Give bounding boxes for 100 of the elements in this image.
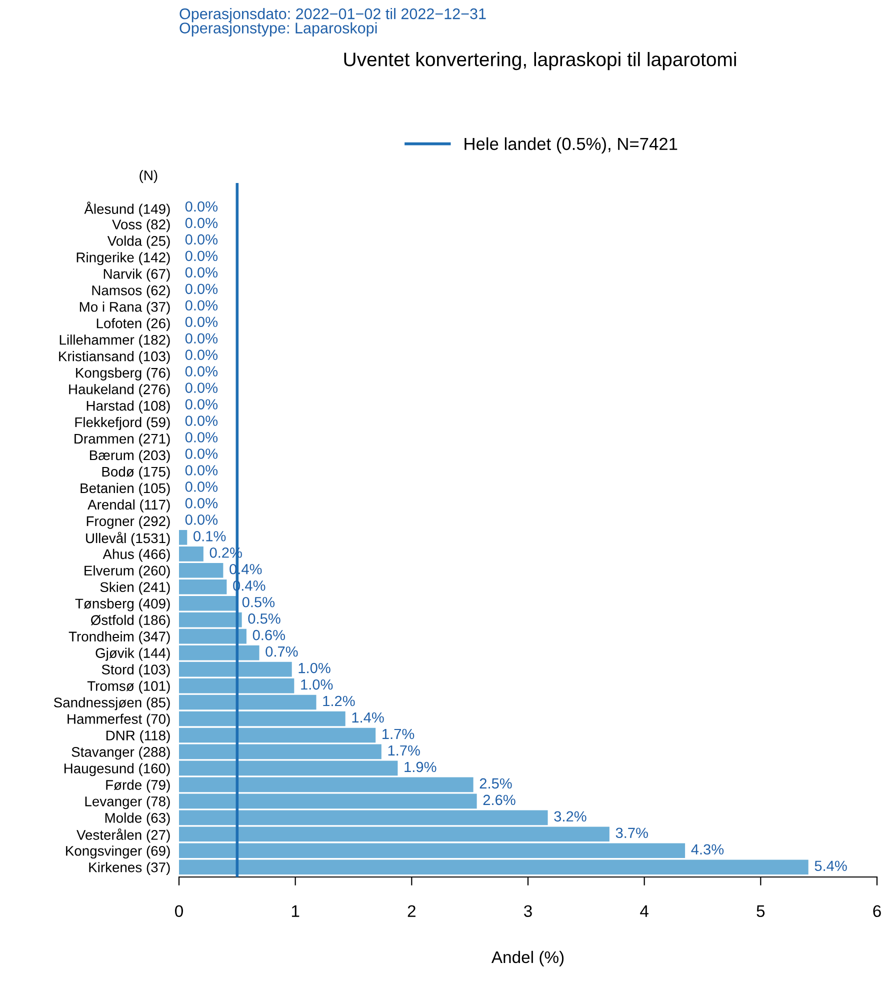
- data-label: 1.2%: [323, 696, 355, 706]
- data-label: 0.0%: [185, 448, 218, 459]
- bar: [179, 744, 382, 760]
- y-tick-label: Sandnessjøen (85): [54, 697, 170, 710]
- bar: [179, 777, 474, 792]
- data-label: 0.0%: [185, 333, 218, 344]
- data-label: 0.5%: [242, 596, 275, 608]
- y-tick-label: Kristiansand (103): [59, 351, 170, 364]
- y-tick-label: Elverum (260): [84, 565, 170, 578]
- y-tick-label: DNR (118): [106, 730, 170, 744]
- x-tick-label: 2: [408, 905, 416, 917]
- data-label: 0.0%: [185, 300, 218, 311]
- data-label: 0.0%: [185, 416, 218, 426]
- y-tick-label: Ullevål (1531): [86, 532, 170, 546]
- data-label: 0.0%: [185, 498, 218, 508]
- data-label: 0.5%: [248, 613, 280, 624]
- data-label: 0.0%: [185, 250, 218, 262]
- y-tick-label: Ringerike (142): [76, 252, 170, 266]
- data-label: 3.7%: [616, 828, 648, 838]
- y-tick-label: Narvik (67): [104, 268, 170, 282]
- data-label: 0.0%: [185, 316, 218, 328]
- data-label: 0.0%: [185, 482, 218, 492]
- data-label: 5.4%: [814, 860, 847, 872]
- text: (N): [140, 170, 158, 183]
- y-tick-label: Tromsø (101): [87, 680, 170, 694]
- bar: [179, 678, 294, 694]
- bar: [179, 711, 346, 726]
- y-tick-label: Gjøvik (144): [96, 648, 170, 661]
- bar: [179, 728, 376, 743]
- data-label: 1.0%: [301, 679, 333, 690]
- y-tick-label: Trondheim (347): [68, 631, 170, 644]
- data-label: 1.0%: [298, 662, 330, 674]
- x-tick-label: 1: [292, 905, 300, 917]
- y-tick-label: Levanger (78): [85, 796, 170, 810]
- y-tick-label: Haukeland (276): [69, 384, 170, 397]
- y-tick-label: Drammen (271): [74, 433, 170, 446]
- data-label: 0.0%: [185, 465, 218, 476]
- legend-label: Hele landet (0.5%), N=7421: [464, 137, 678, 154]
- data-label: 0.0%: [185, 366, 218, 376]
- bar: [179, 760, 398, 776]
- y-tick-label: Kirkenes (37): [89, 862, 170, 876]
- y-tick-label: Kongsberg (76): [76, 368, 170, 380]
- data-label: 1.9%: [404, 762, 436, 772]
- data-label: 2.5%: [480, 778, 512, 789]
- y-tick-label: Førde (79): [106, 780, 170, 793]
- data-label: 3.2%: [554, 811, 586, 822]
- data-label: 4.3%: [691, 844, 724, 855]
- data-label: 0.7%: [266, 646, 298, 657]
- x-tick-label: 5: [756, 905, 765, 918]
- x-tick-label: 0: [175, 905, 183, 918]
- y-tick-label: Stord (103): [102, 664, 170, 678]
- y-tick-label: Flekkefjord (59): [75, 416, 170, 430]
- data-label: 0.0%: [185, 382, 218, 393]
- data-label: 0.0%: [185, 432, 218, 442]
- data-label: 2.6%: [483, 794, 516, 806]
- x-tick-label: 6: [873, 905, 881, 918]
- y-tick-label: Molde (63): [105, 812, 170, 826]
- x-tick-label: 4: [640, 905, 648, 917]
- y-tick-label: Vesterålen (27): [76, 828, 170, 843]
- data-label: 0.0%: [185, 201, 218, 212]
- chart-subtitle: Operasjonsdato: 2022−01−02 til 2022−12−31 Operasjonstype: Laparoskopi: [180, 8, 486, 36]
- x-axis-title: Andel (%): [491, 950, 564, 966]
- x-tick-label: 3: [524, 905, 532, 918]
- data-label: 1.7%: [388, 745, 420, 756]
- y-tick-label: Volda (25): [107, 236, 170, 249]
- data-label: 0.0%: [185, 399, 218, 410]
- chart-title: Uventet konvertering, lapraskopi til laparotomi: [344, 52, 736, 70]
- y-tick-label: Bærum (203): [90, 450, 170, 463]
- y-tick-label: Tønsberg (409): [75, 598, 170, 612]
- data-label: 0.1%: [194, 531, 226, 542]
- data-label: 1.4%: [352, 712, 384, 723]
- data-label: 0.0%: [185, 514, 218, 525]
- y-tick-label: Haugesund (160): [64, 763, 170, 776]
- y-tick-label: Mo i Rana (37): [80, 302, 170, 315]
- y-tick-label: Skien (241): [100, 582, 170, 595]
- y-tick-label: Frogner (292): [86, 516, 170, 529]
- data-label: 0.6%: [252, 630, 286, 640]
- data-label: 0.0%: [185, 267, 218, 278]
- bar: [179, 694, 316, 710]
- y-tick-label: Harstad (108): [86, 400, 170, 414]
- y-tick-label: Voss (82): [112, 219, 170, 232]
- y-tick-label: Østfold (186): [90, 614, 170, 628]
- data-label: 1.7%: [382, 728, 414, 740]
- y-tick-label: Arendal (117): [88, 499, 170, 512]
- data-label: 0.0%: [185, 218, 218, 228]
- y-tick-label: Lillehammer (182): [60, 334, 170, 348]
- data-label: 0.0%: [185, 234, 218, 245]
- y-tick-label: Kongsvinger (69): [66, 846, 170, 859]
- y-tick-label: Ahus (466): [102, 548, 170, 562]
- data-label: 0.0%: [185, 350, 218, 360]
- y-tick-label: Stavanger (288): [72, 746, 170, 760]
- bar: [179, 645, 260, 660]
- y-tick-label: Ålesund (149): [84, 202, 170, 217]
- y-tick-label: Lofoten (26): [96, 318, 170, 332]
- bar: [179, 662, 292, 677]
- y-tick-label: Namsos (62): [92, 285, 170, 298]
- y-tick-label: Hammerfest (70): [68, 714, 170, 727]
- y-tick-label: Bodø (175): [102, 466, 170, 480]
- y-tick-label: Betanien (105): [80, 482, 170, 496]
- data-label: 0.0%: [185, 284, 218, 294]
